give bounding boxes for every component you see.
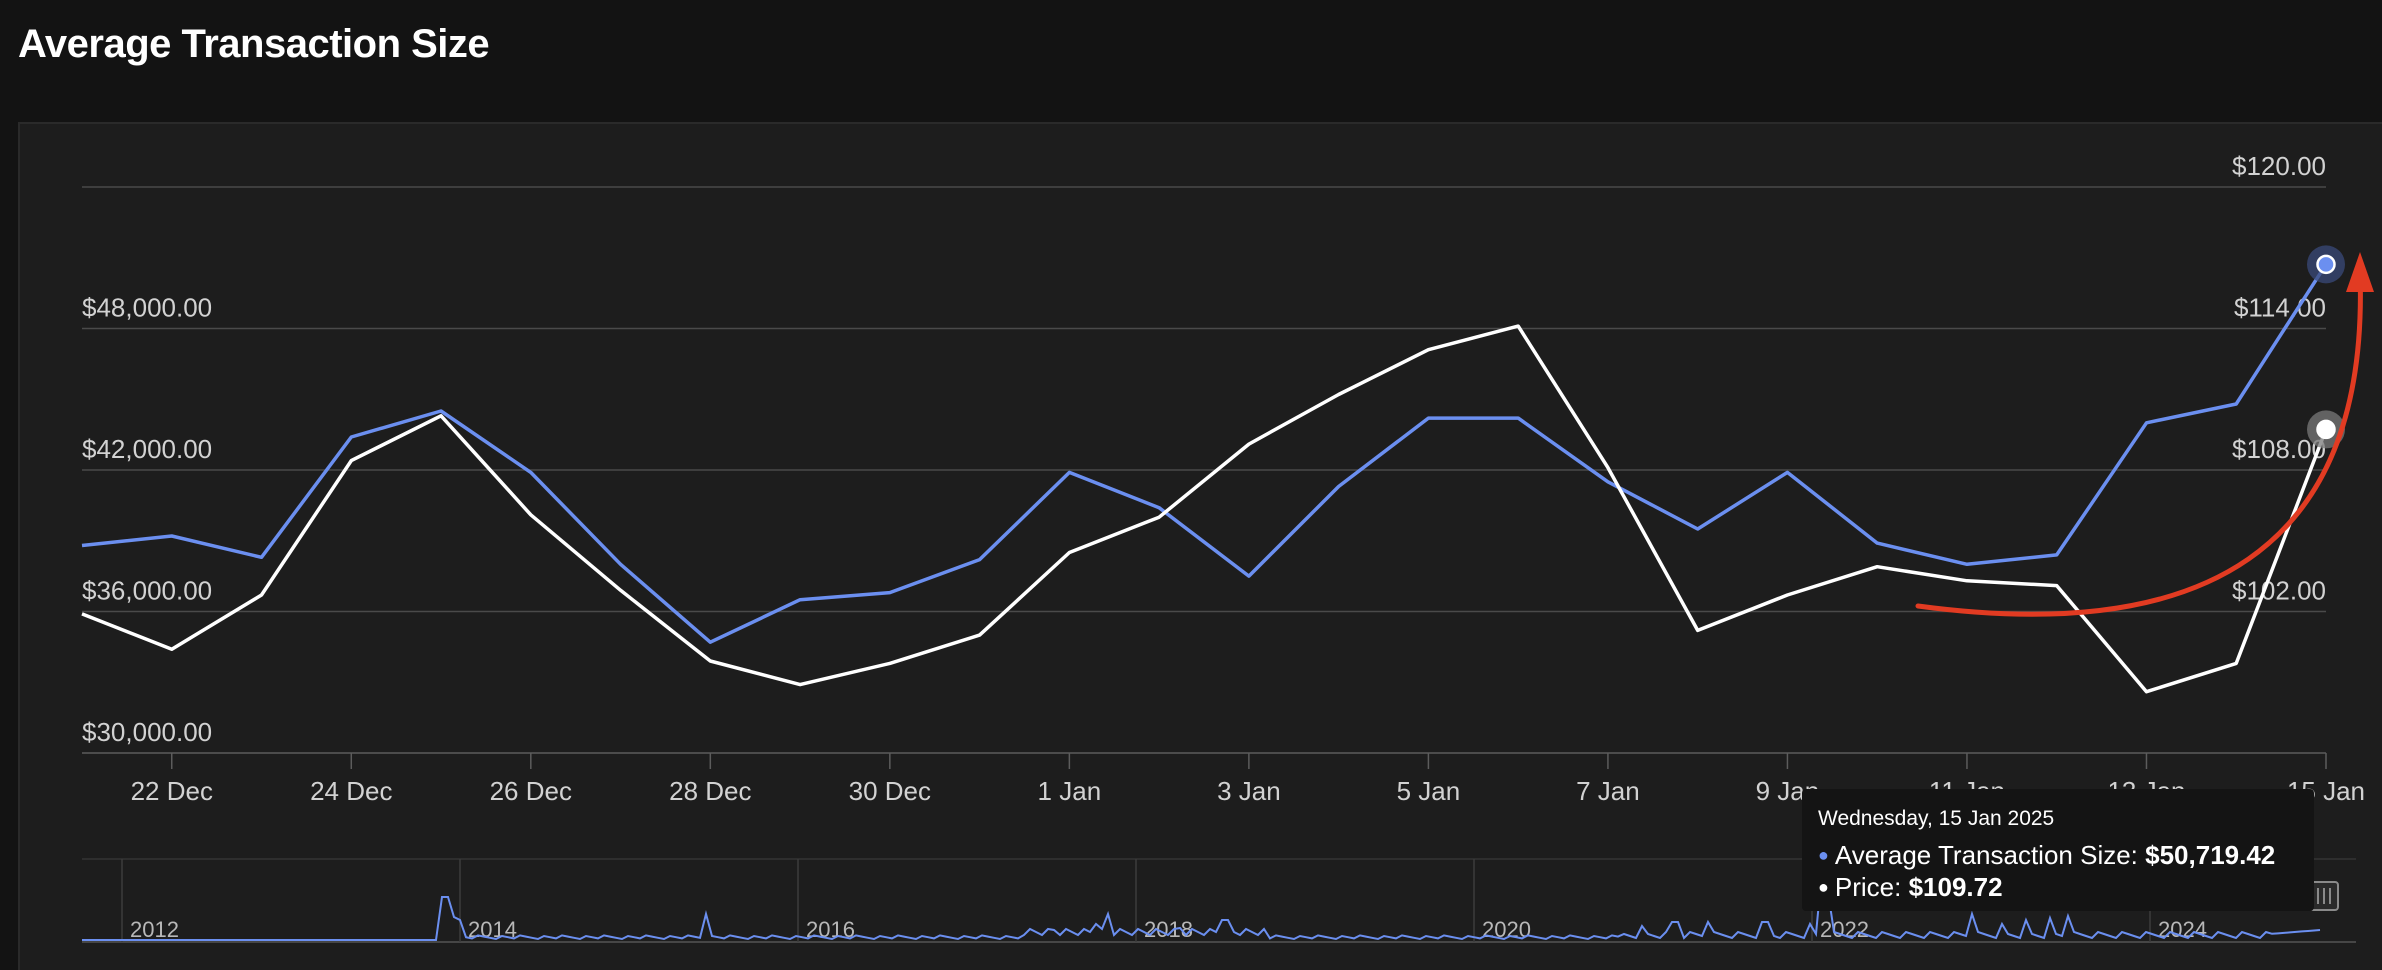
series-line-average-transaction-size bbox=[81, 263, 2328, 644]
x-tick-label: 5 Jan bbox=[1397, 776, 1461, 806]
y-right-tick-label: $102.00 bbox=[2232, 576, 2326, 606]
tooltip-date: Wednesday, 15 Jan 2025 bbox=[1818, 807, 2055, 830]
y-left-tick-label: $30,000.00 bbox=[82, 717, 212, 747]
navigator-range-handle[interactable] bbox=[2309, 881, 2339, 911]
y-left-tick-label: $36,000.00 bbox=[82, 576, 212, 606]
annotation-arrowhead bbox=[2346, 252, 2374, 292]
y-left-tick-label: $42,000.00 bbox=[82, 434, 212, 464]
chart-panel: $30,000.00 $36,000.00 $42,000.00 $48,000.00… bbox=[18, 122, 2382, 970]
tooltip-avg-row: ● Average Transaction Size: $50,719.42 bbox=[1818, 839, 2298, 871]
x-tick-label: 30 Dec bbox=[849, 776, 931, 806]
series-line-price bbox=[81, 324, 2328, 694]
y-right-tick-label: $114.00 bbox=[2234, 293, 2326, 323]
annotation-arrow-line bbox=[1915, 269, 2363, 617]
tooltip-price-value: $109.72 bbox=[1908, 872, 2003, 902]
tooltip-price-row: ● Price: $109.72 bbox=[1818, 871, 2298, 903]
x-tick-label: 7 Jan bbox=[1576, 776, 1640, 806]
chart-title: Average Transaction Size bbox=[18, 22, 490, 66]
price-series-dot-icon: ● bbox=[1818, 877, 1829, 897]
x-tick-label: 26 Dec bbox=[490, 776, 572, 806]
hover-point-price bbox=[2316, 419, 2336, 440]
avg-series-dot-icon: ● bbox=[1818, 845, 1829, 865]
tooltip-avg-label: Average Transaction Size: bbox=[1834, 840, 2138, 870]
y-right-tick-label: $120.00 bbox=[2232, 151, 2326, 181]
x-tick-label: 22 Dec bbox=[131, 776, 213, 806]
navigator-year-label: 2012 bbox=[130, 917, 179, 942]
y-left-tick-label: $48,000.00 bbox=[82, 293, 212, 323]
hover-point-average-transaction-size bbox=[2316, 254, 2336, 275]
navigator-year-label: 2024 bbox=[2158, 917, 2207, 942]
x-tick-label: 24 Dec bbox=[310, 776, 392, 806]
x-tick-label: 28 Dec bbox=[669, 776, 751, 806]
navigator-series-line bbox=[82, 869, 2321, 941]
navigator-year-label: 2018 bbox=[1144, 917, 1193, 942]
x-tick-label: 1 Jan bbox=[1038, 776, 1102, 806]
tooltip-price-label: Price: bbox=[1834, 872, 1902, 902]
navigator-year-label: 2022 bbox=[1820, 917, 1869, 942]
tooltip-avg-value: $50,719.42 bbox=[2145, 840, 2276, 870]
x-tick-label: 3 Jan bbox=[1217, 776, 1281, 806]
chart-tooltip: Wednesday, 15 Jan 2025 ● Average Transact… bbox=[1802, 789, 2314, 911]
